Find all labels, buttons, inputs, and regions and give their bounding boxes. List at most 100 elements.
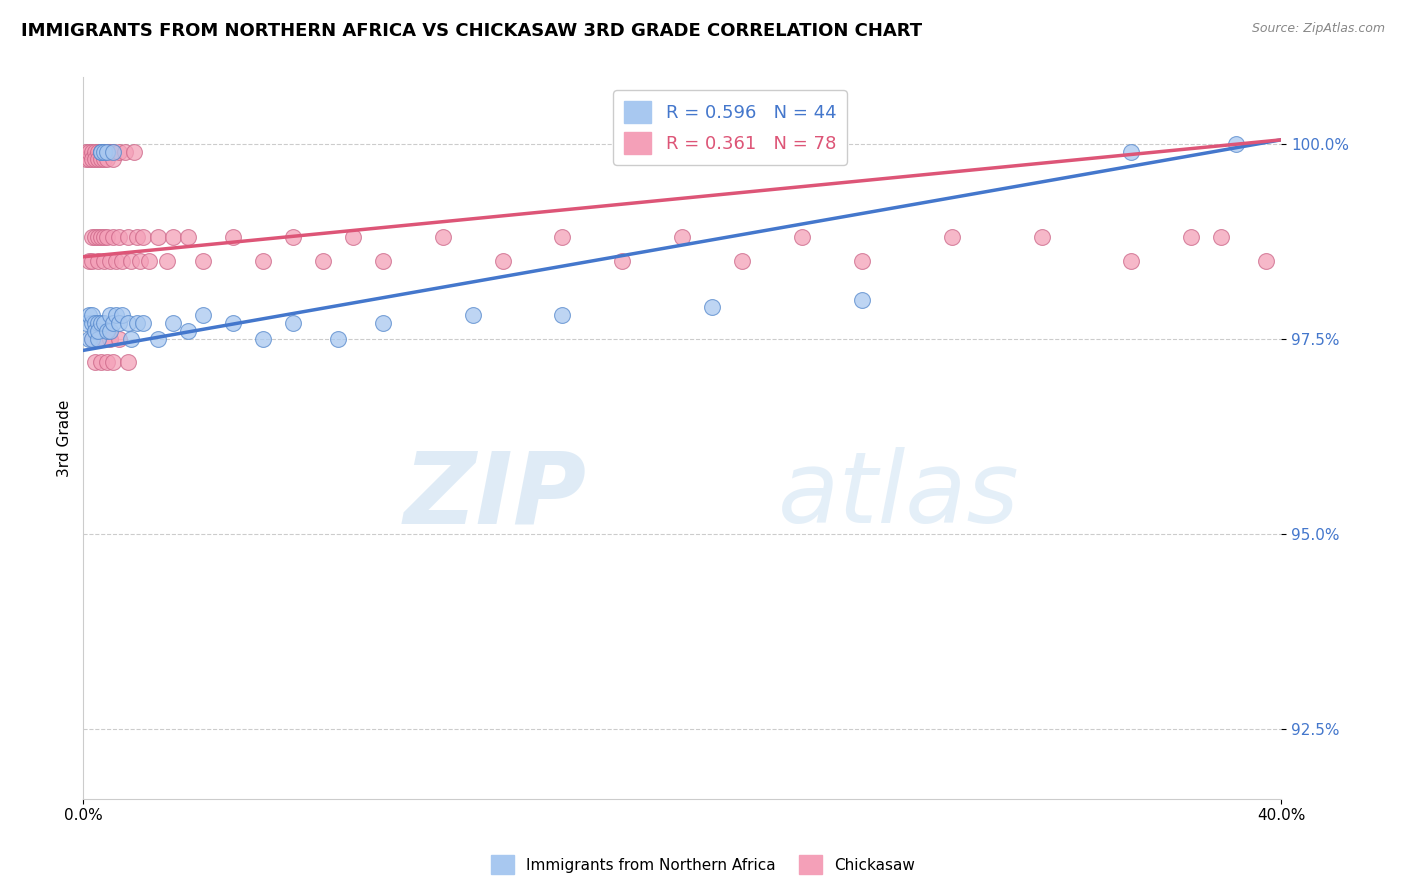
Point bbox=[77, 153, 100, 167]
Point bbox=[162, 316, 184, 330]
Point bbox=[342, 230, 364, 244]
Point bbox=[731, 253, 754, 268]
Point bbox=[162, 230, 184, 244]
Point bbox=[120, 253, 142, 268]
Point bbox=[108, 230, 131, 244]
Point bbox=[93, 145, 115, 159]
Point bbox=[84, 355, 107, 369]
Point bbox=[98, 145, 121, 159]
Point bbox=[326, 332, 349, 346]
Point bbox=[1031, 230, 1053, 244]
Point bbox=[103, 316, 125, 330]
Point bbox=[82, 153, 104, 167]
Point bbox=[77, 253, 100, 268]
Point bbox=[93, 230, 115, 244]
Point bbox=[93, 145, 115, 159]
Point bbox=[93, 332, 115, 346]
Point bbox=[93, 253, 115, 268]
Point bbox=[105, 253, 128, 268]
Point bbox=[84, 145, 107, 159]
Point bbox=[432, 230, 454, 244]
Point bbox=[371, 253, 394, 268]
Point bbox=[96, 145, 118, 159]
Point bbox=[103, 145, 125, 159]
Point bbox=[1211, 230, 1233, 244]
Point bbox=[1180, 230, 1202, 244]
Point bbox=[96, 324, 118, 338]
Point bbox=[371, 316, 394, 330]
Point bbox=[941, 230, 963, 244]
Point bbox=[87, 253, 110, 268]
Point bbox=[82, 145, 104, 159]
Point bbox=[75, 145, 97, 159]
Point bbox=[82, 332, 104, 346]
Point bbox=[93, 153, 115, 167]
Point bbox=[90, 316, 112, 330]
Point bbox=[82, 316, 104, 330]
Point bbox=[790, 230, 813, 244]
Point bbox=[127, 316, 149, 330]
Point bbox=[87, 145, 110, 159]
Text: IMMIGRANTS FROM NORTHERN AFRICA VS CHICKASAW 3RD GRADE CORRELATION CHART: IMMIGRANTS FROM NORTHERN AFRICA VS CHICK… bbox=[21, 22, 922, 40]
Point bbox=[84, 230, 107, 244]
Point bbox=[117, 355, 139, 369]
Point bbox=[138, 253, 160, 268]
Point bbox=[851, 253, 873, 268]
Point bbox=[120, 332, 142, 346]
Point bbox=[108, 332, 131, 346]
Point bbox=[90, 145, 112, 159]
Point bbox=[96, 153, 118, 167]
Point bbox=[87, 153, 110, 167]
Point bbox=[612, 253, 634, 268]
Point bbox=[132, 316, 155, 330]
Point bbox=[114, 145, 136, 159]
Point bbox=[87, 332, 110, 346]
Point bbox=[177, 230, 200, 244]
Y-axis label: 3rd Grade: 3rd Grade bbox=[58, 400, 72, 477]
Point bbox=[98, 324, 121, 338]
Point bbox=[108, 145, 131, 159]
Point bbox=[1256, 253, 1278, 268]
Point bbox=[82, 308, 104, 322]
Point bbox=[103, 355, 125, 369]
Point bbox=[84, 153, 107, 167]
Point bbox=[191, 308, 214, 322]
Point bbox=[105, 308, 128, 322]
Text: atlas: atlas bbox=[778, 447, 1019, 544]
Point bbox=[77, 332, 100, 346]
Point bbox=[98, 332, 121, 346]
Point bbox=[851, 293, 873, 307]
Point bbox=[96, 355, 118, 369]
Point bbox=[111, 253, 134, 268]
Point bbox=[90, 153, 112, 167]
Point bbox=[1225, 136, 1247, 151]
Point bbox=[96, 230, 118, 244]
Point bbox=[146, 332, 169, 346]
Point bbox=[103, 145, 125, 159]
Point bbox=[77, 308, 100, 322]
Point bbox=[93, 316, 115, 330]
Text: ZIP: ZIP bbox=[404, 447, 586, 544]
Point bbox=[671, 230, 693, 244]
Point bbox=[87, 230, 110, 244]
Point bbox=[75, 316, 97, 330]
Point bbox=[281, 230, 304, 244]
Legend: Immigrants from Northern Africa, Chickasaw: Immigrants from Northern Africa, Chickas… bbox=[485, 849, 921, 880]
Point bbox=[96, 145, 118, 159]
Point bbox=[90, 230, 112, 244]
Point bbox=[90, 145, 112, 159]
Point bbox=[75, 153, 97, 167]
Point bbox=[146, 230, 169, 244]
Point bbox=[103, 230, 125, 244]
Point bbox=[177, 324, 200, 338]
Point bbox=[77, 145, 100, 159]
Point bbox=[127, 230, 149, 244]
Point bbox=[281, 316, 304, 330]
Point bbox=[491, 253, 513, 268]
Point bbox=[98, 253, 121, 268]
Point bbox=[117, 316, 139, 330]
Point bbox=[82, 230, 104, 244]
Point bbox=[90, 355, 112, 369]
Text: Source: ZipAtlas.com: Source: ZipAtlas.com bbox=[1251, 22, 1385, 36]
Point bbox=[222, 316, 245, 330]
